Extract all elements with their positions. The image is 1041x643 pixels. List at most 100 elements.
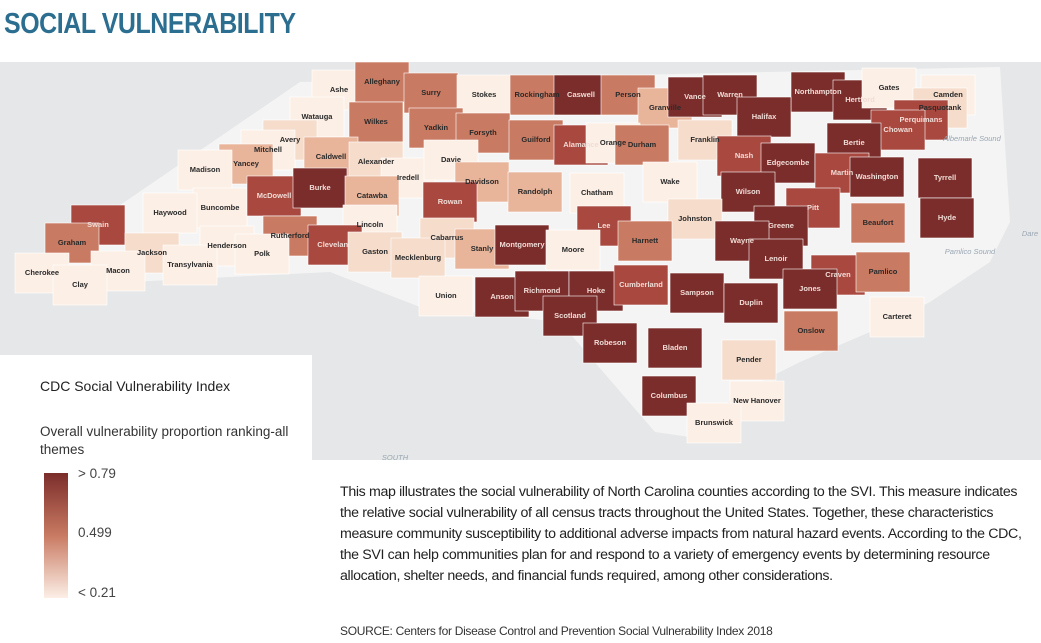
county [390,237,446,279]
county-label: Cabarrus [431,233,464,242]
water-label: Dare [1022,229,1038,238]
county-label: Union [435,291,457,300]
county-label: Yancey [233,159,260,168]
county-label: Scotland [554,311,586,320]
county [783,310,839,352]
county [850,202,906,244]
county [246,175,302,217]
county-label: Richmond [524,286,561,295]
county-label: Davie [441,155,461,164]
counties: Ashe Alleghany Surry Stokes Rockingham Caswel… [14,62,1038,460]
county-label: Martin [831,168,854,177]
county-label: Granville [649,103,681,112]
legend-subtitle: Overall vulnerability proportion ranking… [40,424,289,457]
county-label: Buncombe [201,203,240,212]
county-label: Catawba [357,191,389,200]
county [782,268,838,310]
county-label: Haywood [153,208,187,217]
county [617,220,673,262]
county-label: Macon [106,266,130,275]
county [614,124,670,166]
county-label: Gaston [362,247,388,256]
county [720,171,776,213]
county [869,296,925,338]
county-label: Iredell [397,173,419,182]
legend-box [0,355,312,460]
county-label: Nash [735,151,754,160]
county-label: Perquimans [900,115,943,124]
county [177,149,233,191]
title: SOCIAL VULNERABILITY [4,8,296,40]
county [723,282,779,324]
map: Ashe Alleghany Surry Stokes Rockingham Caswel… [0,62,1041,460]
legend-stop-label: 0.499 [78,525,112,540]
county-label: Clay [72,280,89,289]
county-label: Burke [309,183,330,192]
county-label: Wake [660,177,679,186]
county-label: Guilford [521,135,551,144]
county-label: New Hanover [733,396,781,405]
county-label: Craven [825,270,851,279]
county-label: Sampson [680,288,714,297]
county-label: Person [615,90,641,99]
county-label: Cumberland [619,280,663,289]
county-label: Hertford [845,95,875,104]
county [642,161,698,203]
county-label: Tyrrell [934,173,956,182]
county-label: Duplin [739,298,763,307]
paragraph: This map illustrates the social vulnerab… [340,484,1022,584]
county-label: Pamlico [869,267,898,276]
county-label: Bertie [843,138,864,147]
county [553,74,609,116]
legend-stop-label: < 0.21 [78,585,116,600]
county-label: Rockingham [514,90,559,99]
county-label: Hyde [938,213,956,222]
county [647,327,703,369]
county [292,167,348,209]
county [736,96,792,138]
county [582,322,638,364]
county-label: Chowan [883,125,913,134]
county-label: Lincoln [357,220,384,229]
county-label: Cherokee [25,268,59,277]
county-label: Alleghany [364,77,401,86]
county-label: Gates [879,83,900,92]
county-label: Yadkin [424,123,449,132]
water-label: Pamlico Sound [945,247,996,256]
county-label: Brunswick [695,418,734,427]
county [142,192,198,234]
county-label: Wilkes [364,117,388,126]
county-label: Robeson [594,338,627,347]
county-label: Vance [684,92,706,101]
county-label: Pitt [807,203,820,212]
county-label: Bladen [662,343,687,352]
county-label: Northampton [794,87,841,96]
county [456,74,512,116]
county-label: Transylvania [167,260,213,269]
county-label: Montgomery [500,240,546,249]
county [234,233,290,275]
county-label: Madison [190,165,221,174]
county-label: Mitchell [254,145,282,154]
county-label: Henderson [207,241,247,250]
county-label: Jackson [137,248,167,257]
county-label: Lenoir [765,254,788,263]
water-label: Albemarle Sound [942,134,1001,143]
county [849,156,905,198]
county-label: Stokes [472,90,497,99]
county [494,224,550,266]
county [545,229,601,271]
county-label: Caswell [567,90,595,99]
county [507,171,563,213]
county [721,339,777,381]
county-label: Davidson [465,177,499,186]
county-label: Halifax [752,112,777,121]
county-label: Rowan [438,197,463,206]
water-label: SOUTH [382,453,409,460]
county-label: Warren [717,90,743,99]
legend-title: CDC Social Vulnerability Index [40,378,231,394]
county-label: Caldwell [316,152,346,161]
county-label: Johnston [678,214,712,223]
county [162,244,218,286]
county [422,181,478,223]
